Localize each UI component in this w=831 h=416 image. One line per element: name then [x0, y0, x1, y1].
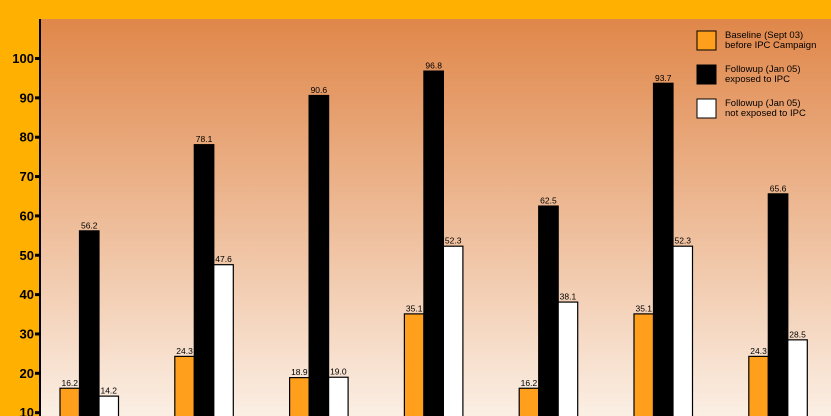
bar: [672, 245, 694, 416]
bar-value-label: 96.8: [425, 61, 442, 71]
y-tick-label: 80: [20, 130, 34, 145]
y-tick-label: 10: [20, 405, 34, 416]
bar: [748, 355, 769, 416]
bar-value-label: 16.2: [521, 378, 538, 388]
y-axis: 10 20 30 40 50 60 70 80 90 100: [12, 19, 41, 416]
bar-value-label: 18.9: [291, 367, 308, 377]
legend-swatch: [696, 30, 717, 51]
bar-value-label: 35.1: [635, 303, 652, 313]
bar: [289, 377, 310, 416]
bar-value-label: 28.5: [789, 329, 806, 339]
bar: [652, 82, 674, 416]
y-tick-label: 50: [20, 248, 34, 263]
bar: [308, 94, 330, 416]
bar: [193, 144, 215, 416]
bars-group: 16.2 56.2 14.2 24.3 78.1 47.6 18.9 90.6 19.0 35.1…: [59, 61, 808, 416]
bar: [518, 387, 540, 416]
bar-value-label: 52.3: [445, 236, 462, 246]
y-tick-label: 90: [20, 90, 34, 105]
legend: Baseline (Sept 03)before IPC Campaign Fol…: [696, 30, 816, 119]
bar-value-label: 52.3: [674, 236, 691, 246]
bar-value-label: 14.2: [100, 386, 117, 396]
bar-value-label: 78.1: [196, 134, 213, 144]
bar-value-label: 38.1: [560, 292, 577, 302]
y-tick-label: 100: [12, 51, 34, 66]
bar: [538, 205, 559, 416]
bar: [787, 339, 808, 416]
y-tick-label: 20: [20, 366, 34, 381]
bar: [403, 313, 425, 416]
y-tick-label: 40: [20, 287, 34, 302]
bar: [767, 193, 789, 416]
bar-value-label: 24.3: [176, 346, 193, 356]
bar-value-label: 35.1: [406, 303, 423, 313]
bar: [442, 245, 464, 416]
legend-label: exposed to IPC: [725, 74, 790, 85]
bar-value-label: 65.6: [770, 183, 787, 193]
bar-value-label: 56.2: [81, 220, 98, 230]
bar: [78, 230, 100, 416]
bar: [423, 70, 444, 416]
bar-value-label: 24.3: [750, 346, 767, 356]
bar-value-label: 47.6: [215, 254, 232, 264]
bar: [328, 376, 349, 416]
y-tick-label: 70: [20, 169, 34, 184]
y-tick-label: 30: [20, 326, 34, 341]
legend-label: not exposed to IPC: [725, 108, 806, 119]
bar-value-label: 90.6: [311, 85, 328, 95]
bar: [98, 395, 120, 416]
y-tick-label: 60: [20, 208, 34, 223]
legend-label: Followup (Jan 05): [725, 98, 801, 109]
bar-value-label: 19.0: [330, 367, 347, 377]
bar: [59, 387, 81, 416]
legend-swatch: [696, 64, 717, 85]
legend-swatch: [696, 98, 717, 119]
legend-label: before IPC Campaign: [725, 40, 816, 51]
bar: [633, 313, 655, 416]
legend-label: Followup (Jan 05): [725, 64, 801, 75]
bar: [174, 355, 195, 416]
bar-value-label: 93.7: [655, 73, 672, 83]
bar: [213, 264, 234, 416]
bar-value-label: 62.5: [540, 196, 557, 206]
bar: [557, 301, 579, 416]
legend-label: Baseline (Sept 03): [725, 30, 803, 41]
bar-value-label: 16.2: [61, 378, 78, 388]
